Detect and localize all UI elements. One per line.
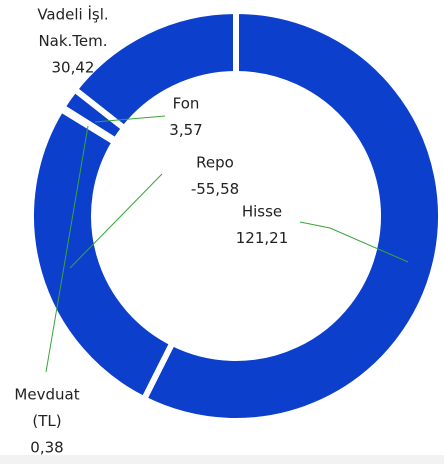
category-label: Hisse: [242, 203, 282, 221]
category-label: Mevduat: [14, 386, 79, 404]
bottom-strip: [0, 455, 444, 464]
labels: Hisse 121,21 Repo -55,58 Mevduat (TL) 0,38 Fon 3…: [14, 5, 288, 457]
category-label: (TL): [32, 412, 61, 430]
donut-segment: [28, 105, 177, 404]
value-label: 0,38: [30, 439, 63, 457]
donut: [28, 7, 444, 424]
value-label: 3,57: [169, 121, 202, 139]
category-label: Vadeli İşl.: [37, 5, 108, 24]
leader-line: [299, 221, 409, 263]
value-label: -55,58: [191, 180, 239, 198]
category-label: Repo: [196, 154, 234, 172]
donut-segment: [70, 7, 239, 133]
leader-line: [45, 125, 89, 373]
donut-segment: [140, 7, 444, 424]
category-label: Nak.Tem.: [38, 32, 107, 50]
category-label: Fon: [173, 95, 200, 113]
value-label: 121,21: [236, 229, 289, 247]
leader-line: [94, 115, 166, 123]
leader-line: [69, 173, 163, 269]
value-label: 30,42: [52, 59, 95, 77]
